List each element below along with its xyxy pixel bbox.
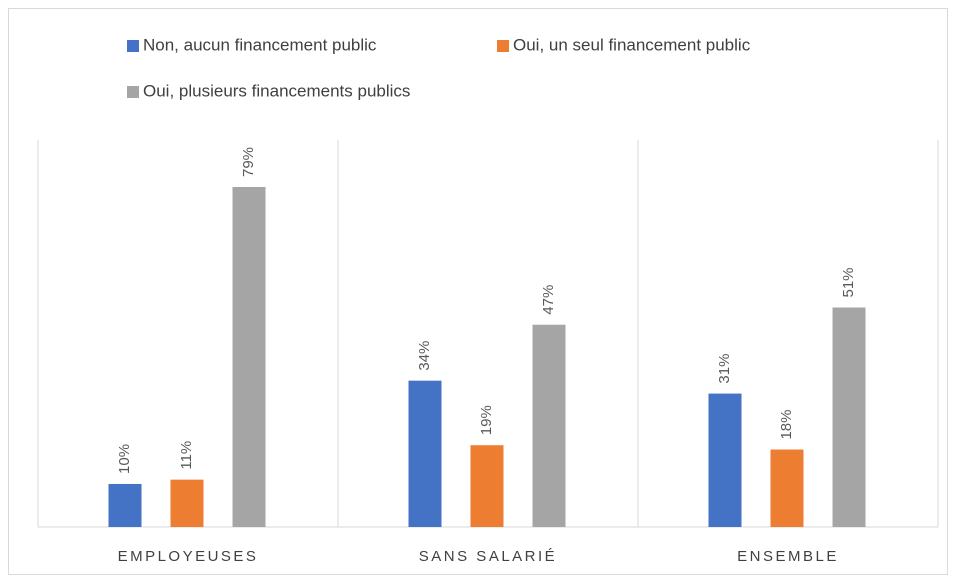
data-label: 79% [240, 147, 257, 177]
legend-label: Oui, un seul financement public [513, 35, 751, 54]
data-label: 11% [178, 441, 195, 470]
bar [470, 445, 504, 527]
legend-label: Non, aucun financement public [143, 35, 377, 54]
bar [832, 307, 866, 527]
legend-label: Oui, plusieurs financements publics [143, 81, 410, 100]
bar [232, 187, 266, 527]
x-tick-label: EMPLOYEUSES [118, 548, 259, 565]
bar [408, 380, 442, 527]
legend-swatch [127, 86, 139, 98]
data-label: 34% [416, 341, 433, 371]
bar [770, 449, 804, 527]
x-tick-label: SANS SALARIÉ [419, 548, 557, 565]
bar [170, 479, 204, 527]
data-label: 51% [840, 267, 857, 297]
bar [532, 324, 566, 527]
bar [708, 393, 742, 527]
data-label: 18% [778, 410, 795, 440]
data-label: 19% [478, 405, 495, 435]
bar [108, 483, 142, 527]
data-label: 10% [116, 444, 133, 474]
data-label: 31% [716, 354, 733, 384]
legend-swatch [127, 40, 139, 52]
x-tick-label: ENSEMBLE [737, 548, 839, 565]
data-label: 47% [540, 285, 557, 315]
legend-swatch [497, 40, 509, 52]
